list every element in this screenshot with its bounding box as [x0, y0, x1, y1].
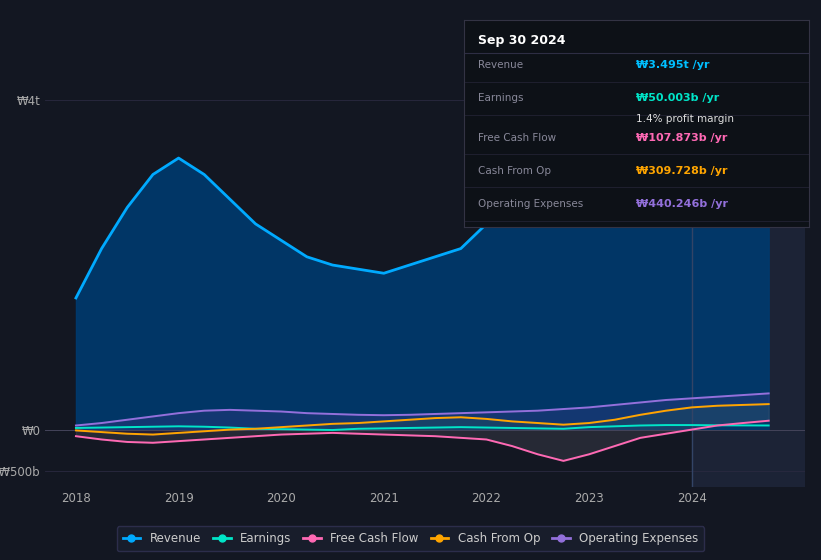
- Text: 1.4% profit margin: 1.4% profit margin: [636, 114, 734, 124]
- Text: Free Cash Flow: Free Cash Flow: [478, 133, 556, 143]
- Text: Operating Expenses: Operating Expenses: [478, 199, 583, 209]
- Text: ₩3.495t /yr: ₩3.495t /yr: [636, 60, 710, 70]
- Text: Earnings: Earnings: [478, 94, 523, 104]
- Text: ₩309.728b /yr: ₩309.728b /yr: [636, 166, 727, 176]
- Text: ₩440.246b /yr: ₩440.246b /yr: [636, 199, 728, 209]
- Text: Revenue: Revenue: [478, 60, 523, 70]
- Bar: [691, 84, 805, 487]
- Text: Cash From Op: Cash From Op: [478, 166, 551, 176]
- Text: ₩107.873b /yr: ₩107.873b /yr: [636, 133, 727, 143]
- Text: ₩50.003b /yr: ₩50.003b /yr: [636, 94, 719, 104]
- Legend: Revenue, Earnings, Free Cash Flow, Cash From Op, Operating Expenses: Revenue, Earnings, Free Cash Flow, Cash …: [117, 526, 704, 551]
- Text: Sep 30 2024: Sep 30 2024: [478, 34, 565, 47]
